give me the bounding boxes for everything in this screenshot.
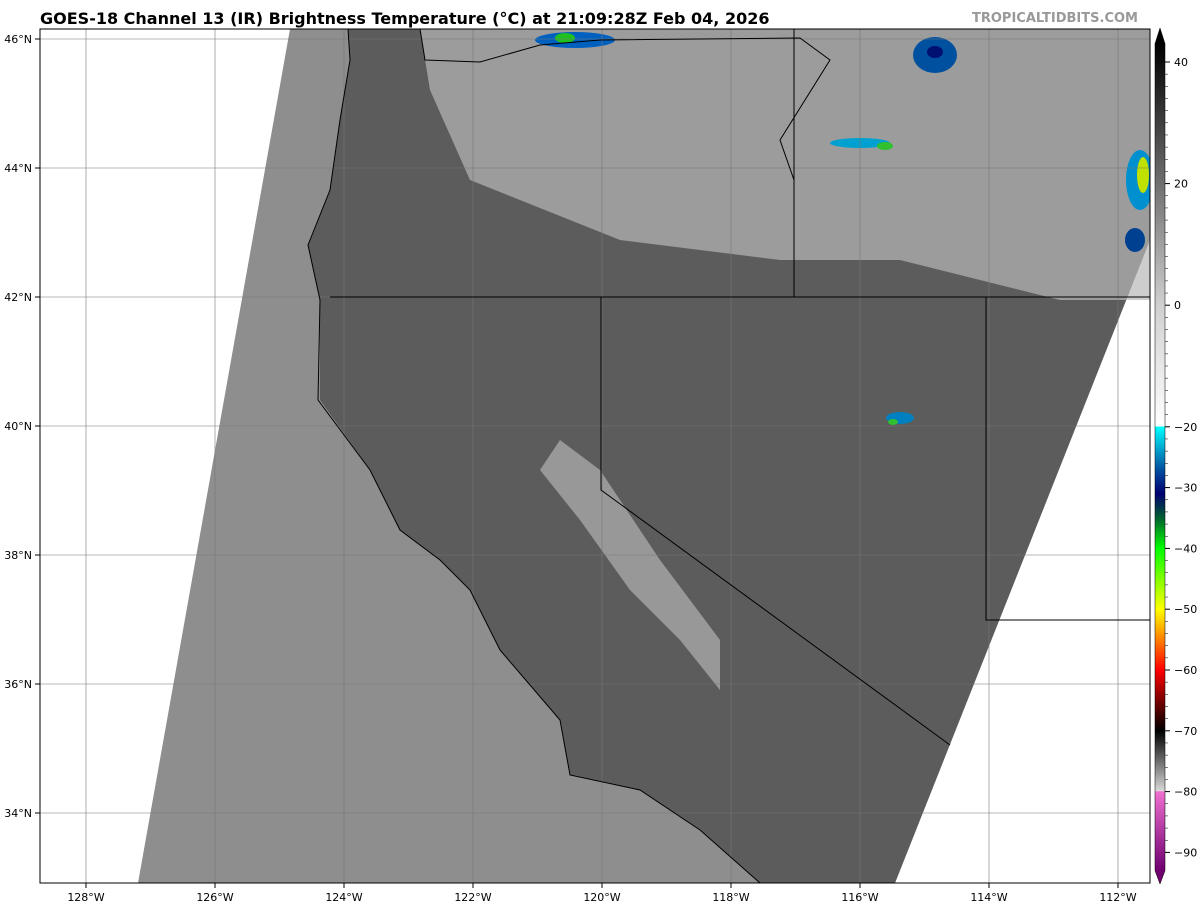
- cloud-cover-north: [420, 29, 1150, 300]
- lat-tick-label: 44°N: [4, 162, 32, 175]
- colorbar-tick-label: −80: [1174, 786, 1197, 799]
- lat-tick-label: 38°N: [4, 549, 32, 562]
- colorbar-tick-label: 0: [1174, 299, 1181, 312]
- borders: [307, 29, 1150, 883]
- lon-tick-label: 118°W: [712, 891, 749, 904]
- colorbar-tick-label: 40: [1174, 56, 1188, 69]
- lon-tick-label: 128°W: [67, 891, 104, 904]
- lon-tick-label: 114°W: [970, 891, 1007, 904]
- cloud-sierra: [540, 440, 720, 690]
- colorbar-tick-label: −90: [1174, 846, 1197, 859]
- colorbar-tick-label: −20: [1174, 421, 1197, 434]
- colorbar-scale: [1154, 27, 1166, 885]
- cold-cloud-tops: [535, 32, 1150, 425]
- colorbar-tick-label: −40: [1174, 542, 1197, 555]
- lat-tick-label: 46°N: [4, 33, 32, 46]
- colorbar-tick-label: −50: [1174, 603, 1197, 616]
- axis-labels: 128°W 126°W 124°W 122°W 120°W 118°W 116°W 114°W…: [4, 33, 1137, 904]
- lon-tick-label: 120°W: [583, 891, 620, 904]
- watermark: TROPICALTIDBITS.COM: [972, 11, 1138, 26]
- colorbar-tick-label: −60: [1174, 664, 1197, 677]
- map-frame: [39, 28, 1151, 884]
- lat-tick-label: 42°N: [4, 291, 32, 304]
- lon-tick-label: 126°W: [196, 891, 233, 904]
- lon-tick-label: 124°W: [325, 891, 362, 904]
- lat-tick-label: 34°N: [4, 807, 32, 820]
- map-title: GOES-18 Channel 13 (IR) Brightness Tempe…: [40, 9, 770, 28]
- lat-tick-label: 36°N: [4, 678, 32, 691]
- lon-tick-label: 112°W: [1099, 891, 1136, 904]
- lon-tick-label: 122°W: [454, 891, 491, 904]
- colorbar-tick-label: 20: [1174, 178, 1188, 191]
- lon-tick-label: 116°W: [841, 891, 878, 904]
- lat-tick-label: 40°N: [4, 420, 32, 433]
- colorbar-tick-label: −70: [1174, 725, 1197, 738]
- colorbar-tick-label: −30: [1174, 482, 1197, 495]
- graticule: [40, 29, 1150, 883]
- colorbar: 40 20 0 −20 −30 −40 −50 −60 −70 −80 −90: [1154, 27, 1197, 885]
